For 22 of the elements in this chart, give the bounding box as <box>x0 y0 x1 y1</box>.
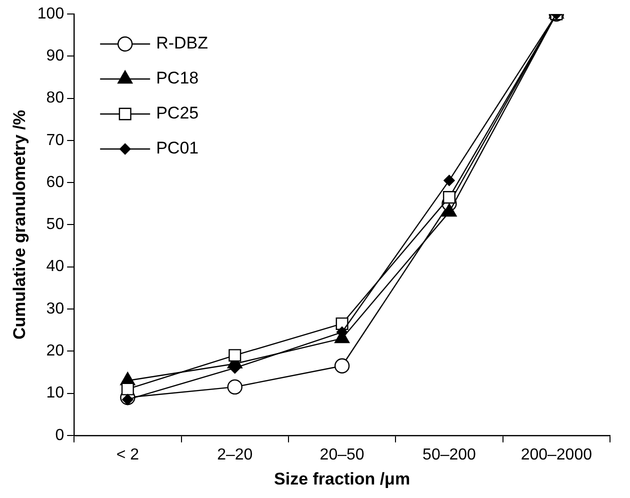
x-axis-title: Size fraction /μm <box>274 469 410 488</box>
y-tick-label: 50 <box>46 216 64 234</box>
legend-label: PC01 <box>156 138 199 158</box>
y-tick-label: 0 <box>55 426 64 444</box>
y-tick-label: 30 <box>46 300 64 318</box>
x-tick-label: 50–200 <box>422 446 476 464</box>
x-tick-label: 2–20 <box>217 446 253 464</box>
legend-label: PC25 <box>156 104 199 123</box>
y-tick-label: 70 <box>46 132 64 149</box>
x-tick-label: 200–2000 <box>520 446 592 464</box>
x-tick-label: 20–50 <box>320 446 364 464</box>
y-axis-title: Cumulative granulometry /% <box>10 110 29 340</box>
y-tick-label: 60 <box>46 174 64 191</box>
legend-label: R-DBZ <box>156 34 208 53</box>
y-tick-label: 40 <box>46 258 64 276</box>
y-tick-label: 90 <box>46 48 64 65</box>
legend-label: PC18 <box>156 68 199 88</box>
y-tick-label: 10 <box>46 384 64 402</box>
y-tick-label: 80 <box>46 90 64 107</box>
x-tick-label: < 2 <box>116 446 140 464</box>
y-tick-label: 100 <box>37 5 64 22</box>
y-tick-label: 20 <box>46 342 64 360</box>
